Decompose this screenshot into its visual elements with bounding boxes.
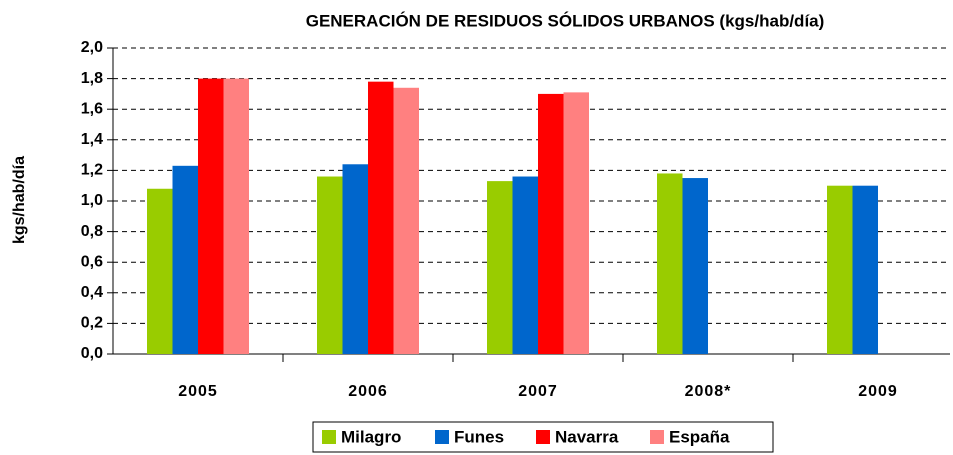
y-tick-label: 1,8 [81,70,103,87]
x-tick-label: 2005 [178,383,218,400]
bar [827,185,853,354]
bar [198,78,224,354]
x-tick-label: 2007 [518,383,558,400]
bar [852,185,878,354]
bar [317,176,343,354]
bar [342,164,368,354]
bar [512,176,538,354]
bar [147,188,173,354]
y-tick-label: 0,0 [81,345,103,362]
bar [368,81,394,354]
y-tick-label: 2,0 [81,39,103,56]
x-tick-label: 2009 [858,383,898,400]
legend-label: España [669,427,730,446]
y-tick-label: 1,2 [81,162,103,179]
y-tick-label: 0,2 [81,315,103,332]
y-tick-label: 1,0 [81,192,103,209]
bar [538,93,564,355]
legend-label: Funes [454,427,504,446]
bar [682,178,708,354]
bar [563,92,589,355]
y-tick-label: 0,6 [81,253,103,270]
x-tick-label: 2006 [348,383,388,400]
bar [172,165,198,354]
legend-swatch [435,430,449,444]
y-tick-label: 0,8 [81,223,103,240]
x-tick-label: 2008* [685,383,732,400]
legend-label: Navarra [555,427,619,446]
bar [223,78,249,354]
y-tick-label: 1,6 [81,100,103,117]
y-tick-label: 0,4 [81,284,103,301]
legend-swatch [650,430,664,444]
bar [393,87,419,354]
y-tick-label: 1,4 [81,131,103,148]
legend-swatch [536,430,550,444]
bar [657,173,683,354]
bar [487,181,513,354]
y-axis-label: kgs/hab/día [11,156,28,244]
legend-label: Milagro [341,427,401,446]
legend-swatch [322,430,336,444]
chart-title: GENERACIÓN DE RESIDUOS SÓLIDOS URBANOS (… [306,11,825,30]
